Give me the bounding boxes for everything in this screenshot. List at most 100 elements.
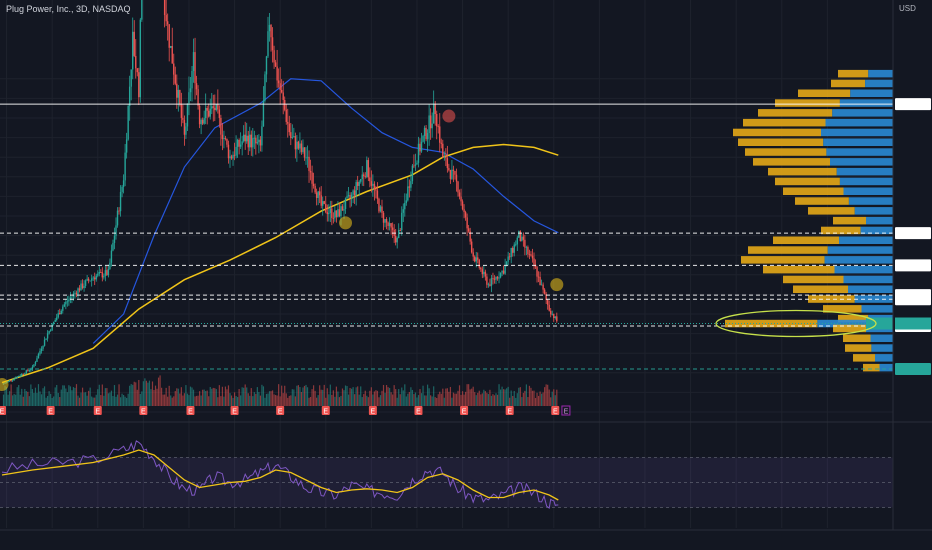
candle-body [267, 31, 269, 57]
chart-title: Plug Power, Inc., 3D, NASDAQ [6, 4, 131, 14]
volume-bar [457, 390, 459, 406]
volume-bar [66, 392, 68, 406]
candle-body [119, 191, 122, 212]
volume-profile-bar [775, 99, 840, 107]
volume-bar [235, 395, 237, 406]
candle-body [83, 285, 85, 289]
volume-bar [205, 390, 207, 406]
candle-body [483, 271, 485, 275]
volume-bar [440, 393, 442, 406]
earnings-marker [186, 406, 195, 415]
volume-bar [167, 396, 169, 406]
candle-body [180, 104, 183, 118]
candle-body [352, 190, 354, 195]
volume-bar [12, 395, 14, 406]
volume-profile-bar [733, 128, 821, 137]
candle-body [543, 289, 546, 294]
volume-bar [127, 393, 129, 406]
candle-body [524, 239, 526, 248]
volume-profile-bar [808, 207, 855, 215]
candle-body [414, 164, 417, 166]
volume-bar [506, 388, 508, 406]
candle-body [338, 209, 341, 217]
candle-body [86, 278, 88, 281]
candle-body [166, 21, 169, 25]
candle-body [255, 137, 257, 144]
volume-bar [411, 389, 413, 406]
candle-body [63, 304, 66, 307]
volume-bar [367, 397, 369, 406]
volume-bar [88, 390, 90, 406]
volume-bar [92, 397, 94, 406]
volume-bar [279, 396, 281, 406]
candle-body [14, 378, 17, 379]
volume-bar [244, 384, 246, 406]
candle-body [411, 165, 414, 182]
candle-body [312, 183, 315, 187]
candle-body [19, 375, 21, 377]
volume-bar [162, 394, 164, 406]
candle-body [125, 139, 128, 153]
volume-bar [13, 394, 15, 406]
volume-bar [262, 386, 265, 406]
candle-body [252, 138, 254, 148]
candle-body [124, 152, 126, 181]
volume-bar [539, 391, 541, 406]
candle-body [346, 196, 348, 199]
candle-body [507, 256, 509, 262]
candle-body [320, 195, 322, 206]
volume-bar [68, 385, 70, 406]
volume-bar [395, 389, 397, 406]
candle-body [317, 191, 319, 198]
candle-body [508, 256, 511, 258]
candle-body [177, 89, 180, 98]
candle-body [279, 83, 281, 91]
candle-body [122, 180, 125, 187]
volume-bar [303, 385, 306, 406]
candle-body [513, 244, 515, 253]
ma-long-line [1, 143, 559, 384]
volume-bar [547, 384, 549, 406]
volume-bar [176, 388, 178, 406]
volume-bar [91, 396, 93, 406]
price-series [2, 0, 558, 385]
volume-bar [21, 388, 23, 406]
candle-body [40, 348, 43, 351]
volume-bar [141, 391, 143, 406]
volume-bar [250, 388, 252, 406]
volume-bar [37, 384, 40, 406]
volume-bar [144, 378, 146, 406]
candle-body [369, 177, 371, 182]
candle-body [398, 229, 400, 238]
candle-body [340, 206, 342, 217]
candle-body [200, 119, 202, 125]
volume-bar [297, 385, 299, 406]
candle-body [553, 313, 555, 319]
candle-body [130, 69, 132, 87]
ma-short-line [92, 78, 559, 344]
volume-bar [156, 388, 158, 406]
candle-body [530, 254, 532, 256]
candle-body [521, 236, 523, 242]
volume-bar [28, 396, 30, 406]
candle-body [300, 143, 303, 152]
volume-bar [344, 385, 347, 406]
rsi-pane[interactable] [0, 440, 893, 509]
candle-body [189, 88, 192, 93]
volume-bar [551, 391, 553, 406]
candle-body [168, 24, 170, 48]
volume-bar [317, 395, 319, 406]
candle-body [198, 105, 201, 125]
candle-body [49, 330, 52, 332]
candle-body [416, 162, 418, 165]
volume-bar [109, 392, 111, 406]
candle-body [262, 100, 265, 127]
volume-bar [431, 396, 433, 406]
candle-body [98, 272, 100, 274]
volume-bar [430, 395, 432, 406]
volume-bar [469, 389, 471, 406]
candle-body [241, 141, 243, 145]
candle-body [457, 181, 459, 193]
candle-body [274, 62, 277, 67]
